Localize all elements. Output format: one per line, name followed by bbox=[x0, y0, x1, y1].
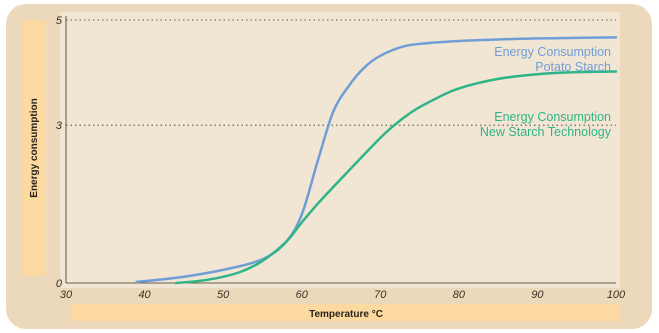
legend-label-series-2: Energy Consumption bbox=[494, 110, 611, 124]
series-line-1 bbox=[135, 36, 618, 284]
x-tick-label: 50 bbox=[217, 289, 230, 301]
x-tick-label: 90 bbox=[531, 289, 544, 301]
x-axis-band bbox=[72, 304, 620, 321]
legend-label-series-2: New Starch Technology bbox=[480, 125, 612, 139]
y-tick-label: 0 bbox=[56, 278, 63, 290]
y-axis-title: Energy consumption bbox=[29, 98, 40, 197]
x-tick-label: 60 bbox=[296, 289, 309, 301]
series-line-2 bbox=[174, 70, 618, 285]
x-tick-label: 70 bbox=[374, 289, 387, 301]
grid bbox=[66, 19, 616, 126]
series-layer bbox=[135, 36, 618, 285]
plot-area bbox=[60, 12, 620, 288]
y-tick-label: 3 bbox=[56, 120, 63, 132]
legend-label-series-1: Potato Starch bbox=[535, 60, 611, 74]
legend-label-series-1: Energy Consumption bbox=[494, 45, 611, 59]
x-tick-label: 40 bbox=[138, 289, 151, 301]
x-tick-label: 100 bbox=[607, 289, 626, 301]
y-axis-band bbox=[22, 20, 46, 276]
x-tick-label: 30 bbox=[60, 289, 73, 301]
y-tick-label: 5 bbox=[56, 15, 63, 27]
x-tick-label: 80 bbox=[453, 289, 466, 301]
x-axis-title: Temperature °C bbox=[309, 309, 383, 320]
tick-labels: 0 3 5 30 40 50 60 70 80 90 100 bbox=[56, 15, 626, 301]
chart-card: 0 3 5 30 40 50 60 70 80 90 100 Energy Consumption P… bbox=[6, 4, 652, 329]
